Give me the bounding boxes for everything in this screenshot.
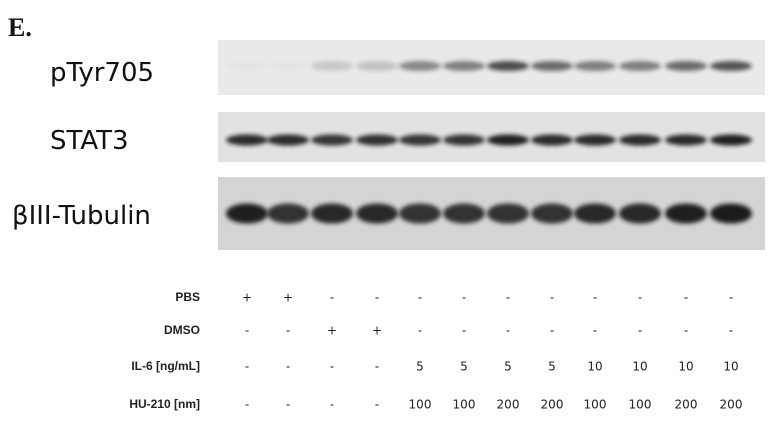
band <box>267 61 309 71</box>
condition-cell: 10 <box>678 360 693 374</box>
band <box>487 203 529 224</box>
condition-cell: + <box>242 291 252 305</box>
condition-cell: 100 <box>584 398 607 412</box>
band <box>443 134 485 146</box>
condition-cell: - <box>245 360 249 374</box>
condition-cell: - <box>638 291 642 305</box>
band <box>710 134 752 146</box>
condition-cell: - <box>729 291 733 305</box>
condition-cell: - <box>375 360 379 374</box>
band <box>443 61 485 71</box>
band <box>574 134 616 146</box>
band <box>267 134 309 146</box>
condition-cell: 5 <box>504 360 512 374</box>
band <box>311 203 353 224</box>
band <box>710 203 752 224</box>
condition-cell: 100 <box>629 398 652 412</box>
band <box>399 134 441 146</box>
condition-cell: + <box>372 324 382 338</box>
condition-cell: + <box>283 291 293 305</box>
condition-cell: - <box>286 360 290 374</box>
condition-cell: 200 <box>497 398 520 412</box>
condition-cell: 10 <box>632 360 647 374</box>
condition-label: IL-6 [ng/mL] <box>131 359 200 373</box>
band <box>619 61 661 71</box>
condition-cell: - <box>462 324 466 338</box>
band <box>399 61 441 71</box>
condition-cell: + <box>327 324 337 338</box>
panel-label: E. <box>8 13 32 42</box>
band <box>531 203 573 224</box>
band <box>487 61 529 71</box>
condition-cell: - <box>330 291 334 305</box>
condition-cell: 100 <box>409 398 432 412</box>
condition-cell: 5 <box>548 360 556 374</box>
condition-cell: - <box>593 291 597 305</box>
band <box>574 203 616 224</box>
condition-cell: - <box>593 324 597 338</box>
band <box>619 203 661 224</box>
condition-cell: 200 <box>720 398 743 412</box>
condition-cell: - <box>684 324 688 338</box>
condition-cell: - <box>330 360 334 374</box>
condition-cell: - <box>418 324 422 338</box>
condition-cell: - <box>729 324 733 338</box>
band <box>665 203 707 224</box>
condition-cell: 5 <box>416 360 424 374</box>
band <box>226 61 268 71</box>
band <box>267 203 309 224</box>
condition-cell: 200 <box>541 398 564 412</box>
condition-cell: - <box>286 398 290 412</box>
condition-cell: 10 <box>587 360 602 374</box>
band <box>311 134 353 146</box>
condition-cell: - <box>684 291 688 305</box>
condition-label: PBS <box>175 290 200 304</box>
band <box>399 203 441 224</box>
band <box>665 134 707 146</box>
band <box>356 134 398 146</box>
condition-cell: - <box>462 291 466 305</box>
blots: pTyr705 STAT3 βIII-Tubulin <box>12 40 765 250</box>
band <box>356 203 398 224</box>
blot-label: STAT3 <box>50 126 129 156</box>
condition-cell: - <box>418 291 422 305</box>
condition-cell: - <box>506 291 510 305</box>
band <box>443 203 485 224</box>
band <box>619 134 661 146</box>
condition-cell: - <box>375 398 379 412</box>
band <box>487 134 529 146</box>
condition-cell: - <box>550 291 554 305</box>
band <box>574 61 616 71</box>
condition-cell: - <box>638 324 642 338</box>
band <box>531 61 573 71</box>
condition-cell: 200 <box>675 398 698 412</box>
band <box>226 134 268 146</box>
band <box>356 61 398 71</box>
condition-cell: - <box>330 398 334 412</box>
condition-cell: - <box>245 398 249 412</box>
band <box>531 134 573 146</box>
condition-cell: - <box>506 324 510 338</box>
condition-label: HU-210 [nm] <box>129 397 200 411</box>
condition-cell: 10 <box>723 360 738 374</box>
condition-table: PBS + + - - - - - - - - - - DMSO - - + + - - - - - - - - IL-6 [ng/… <box>129 290 742 411</box>
condition-cell: - <box>550 324 554 338</box>
condition-cell: 100 <box>453 398 476 412</box>
band <box>311 61 353 71</box>
band <box>226 203 268 224</box>
blot-label: pTyr705 <box>50 58 154 88</box>
condition-cell: - <box>375 291 379 305</box>
band <box>710 61 752 71</box>
condition-label: DMSO <box>164 323 200 337</box>
band <box>665 61 707 71</box>
condition-cell: - <box>245 324 249 338</box>
blot-label: βIII-Tubulin <box>12 201 151 231</box>
condition-cell: 5 <box>460 360 468 374</box>
condition-cell: - <box>286 324 290 338</box>
